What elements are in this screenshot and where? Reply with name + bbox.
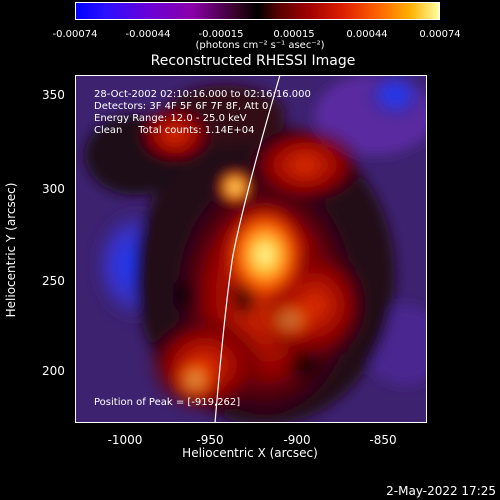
colorbar-tick-label: 0.00044 <box>346 29 388 40</box>
y-tick-label: 250 <box>42 274 65 288</box>
colorbar-tick-label: 0.00074 <box>419 29 461 40</box>
colorbar-unit-label: (photons cm⁻² s⁻¹ asec⁻²) <box>195 40 325 51</box>
x-axis-label: Heliocentric X (arcsec) <box>182 446 318 460</box>
info-clean-counts: Clean Total counts: 1.14E+04 <box>94 125 255 136</box>
x-tick-label: -850 <box>369 433 397 447</box>
info-energy-range: Energy Range: 12.0 - 25.0 keV <box>94 113 247 124</box>
x-tick-label: -900 <box>283 433 311 447</box>
colorbar-tick-label: 0.00015 <box>273 29 315 40</box>
info-detectors: Detectors: 3F 4F 5F 6F 7F 8F, Att 0 <box>94 101 269 112</box>
colorbar-tick-label: -0.00044 <box>125 29 171 40</box>
peak-position: Position of Peak = [-919,262] <box>94 397 241 408</box>
colorbar <box>75 2 440 20</box>
x-tick-label: -950 <box>196 433 224 447</box>
y-axis-label: Heliocentric Y (arcsec) <box>4 182 18 318</box>
colorbar-tick-label: -0.00074 <box>52 29 98 40</box>
solar-limb-curve <box>214 75 281 423</box>
y-tick-label: 200 <box>42 364 65 378</box>
y-tick-label: 300 <box>42 182 65 196</box>
info-time-range: 28-Oct-2002 02:10:16.000 to 02:16:16.000 <box>94 89 311 100</box>
image-title: Reconstructed RHESSI Image <box>150 53 356 69</box>
colorbar-tick-label: -0.00015 <box>198 29 244 40</box>
rhessi-image <box>75 75 427 423</box>
timestamp: 2-May-2022 17:25 <box>386 484 496 498</box>
rhessi-image-svg <box>75 75 427 423</box>
y-tick-label: 350 <box>42 88 65 102</box>
x-tick-label: -1000 <box>107 433 143 447</box>
